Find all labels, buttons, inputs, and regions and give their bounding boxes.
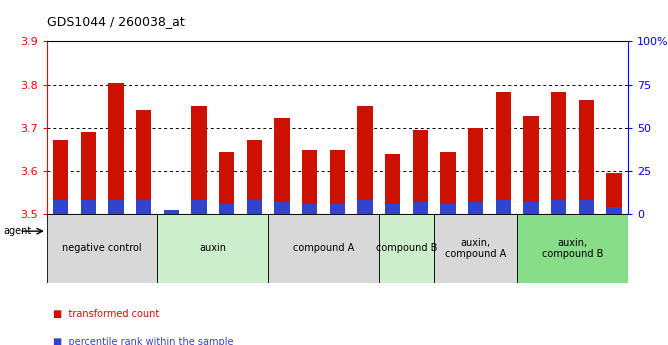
Text: negative control: negative control [62,244,142,253]
Bar [191,106,206,214]
Bar [357,106,373,214]
Bar [191,200,206,214]
Bar [164,210,179,214]
Bar [440,204,456,214]
Bar [275,202,290,214]
Bar [219,204,234,214]
Bar [53,200,68,214]
Text: GDS1044 / 260038_at: GDS1044 / 260038_at [47,14,184,28]
Bar [385,154,400,214]
Bar [268,214,379,283]
Bar [164,209,179,214]
Bar [496,200,511,214]
Text: compound B: compound B [376,244,438,253]
Bar [246,200,262,214]
Bar [81,131,96,214]
Bar [47,214,158,283]
Bar [302,204,317,214]
Bar [551,92,566,214]
Bar [219,152,234,214]
Bar [330,150,345,214]
Bar [524,116,538,214]
Text: agent: agent [3,226,31,236]
Bar [413,202,428,214]
Text: compound A: compound A [293,244,354,253]
Bar [524,202,538,214]
Bar [607,173,622,214]
Bar [578,100,594,214]
Bar [379,214,434,283]
Bar [246,140,262,214]
Bar [136,200,151,214]
Bar [158,214,268,283]
Bar [385,204,400,214]
Bar [607,207,622,214]
Bar [108,200,124,214]
Bar [53,140,68,214]
Text: auxin: auxin [199,244,226,253]
Text: ■  transformed count: ■ transformed count [53,309,160,319]
Text: auxin,
compound B: auxin, compound B [542,238,603,259]
Bar [330,204,345,214]
Bar [434,214,517,283]
Bar [302,150,317,214]
Bar [357,200,373,214]
Bar [468,128,484,214]
Bar [551,200,566,214]
Text: auxin,
compound A: auxin, compound A [445,238,506,259]
Bar [468,202,484,214]
Bar [81,200,96,214]
Bar [136,109,151,214]
Bar [517,214,628,283]
Bar [275,118,290,214]
Bar [108,83,124,214]
Text: ■  percentile rank within the sample: ■ percentile rank within the sample [53,337,234,345]
Bar [578,200,594,214]
Bar [413,130,428,214]
Bar [440,152,456,214]
Bar [496,92,511,214]
